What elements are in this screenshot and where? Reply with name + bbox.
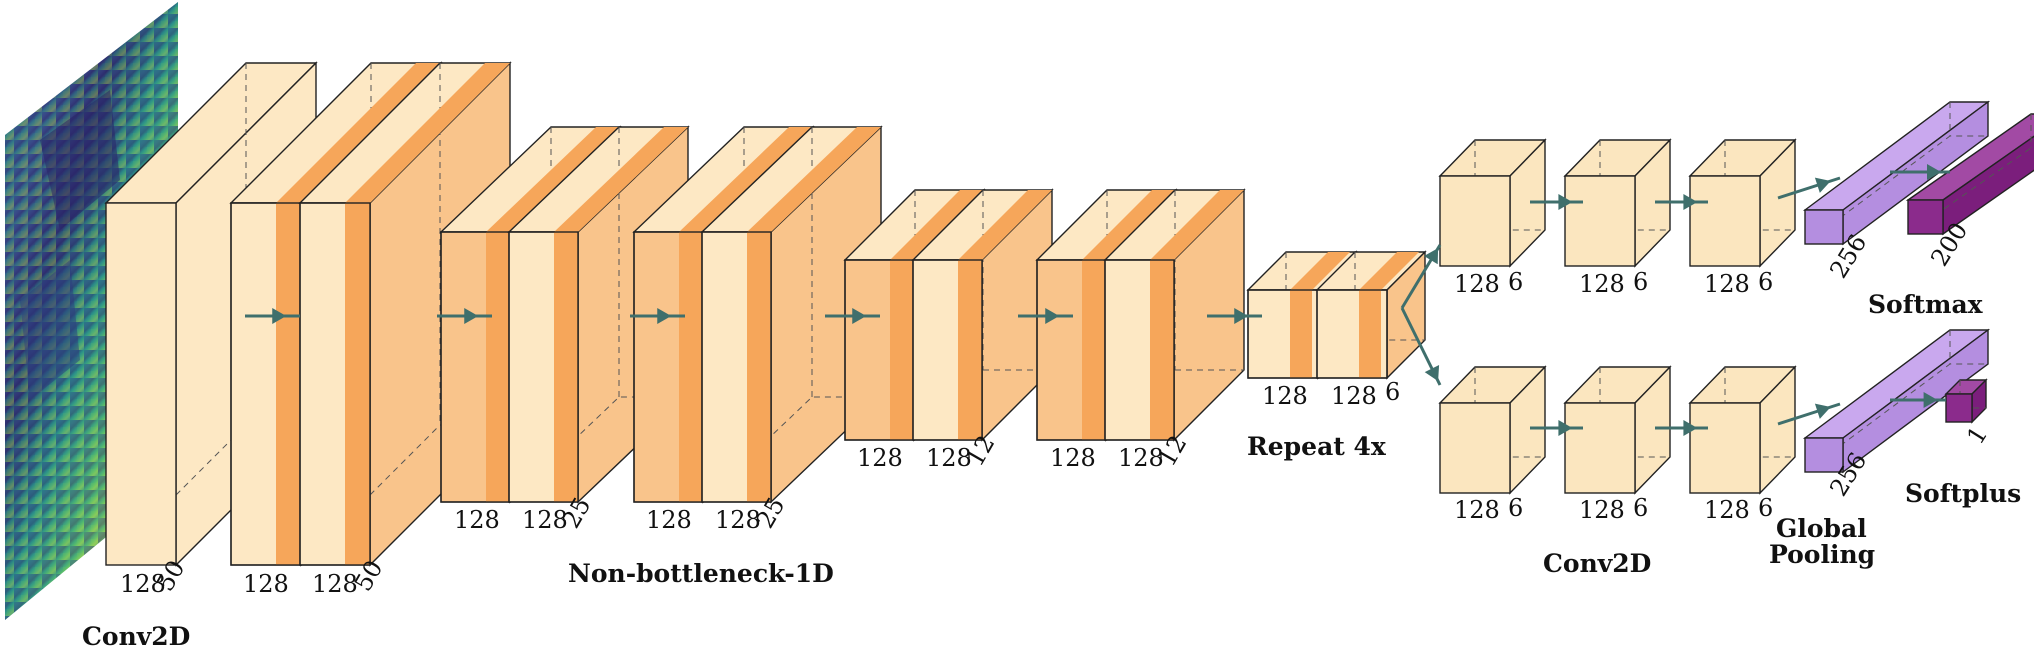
- caption-non-bottleneck-1d: Non-bottleneck-1D: [568, 559, 834, 588]
- dim-bot3-width: 128: [1704, 496, 1750, 524]
- dim-b1-width: 128: [120, 570, 166, 598]
- head-bot-conv-2: [1563, 365, 1672, 495]
- dim-b3-width-b: 128: [522, 506, 568, 534]
- block-nb1d-5b: [911, 188, 1054, 442]
- arrow-split-bot: [1400, 307, 1442, 386]
- arrow-bot-2-3: [1655, 420, 1708, 436]
- dim-b4-width-b: 128: [715, 506, 761, 534]
- dim-top1-depth: 6: [1508, 268, 1523, 296]
- arrow-bot-1-2: [1530, 420, 1583, 436]
- arrow-bot-pool-out: [1890, 392, 1946, 408]
- arrow-top-pool-out: [1890, 164, 1950, 180]
- arrow-b4-b5: [825, 308, 880, 324]
- caption-softplus: Softplus: [1905, 479, 2021, 508]
- block-nb1d-6b: [1103, 188, 1246, 442]
- head-bot-conv-1: [1438, 365, 1547, 495]
- dim-b7-depth: 6: [1385, 378, 1400, 406]
- dim-b6-width-b: 128: [1118, 444, 1164, 472]
- arrow-top-3-pool: [1777, 176, 1841, 200]
- dim-top3-width: 128: [1704, 270, 1750, 298]
- arrow-b1-b2: [245, 308, 300, 324]
- dim-b2-width-a: 128: [243, 570, 289, 598]
- dim-b7-width-b: 128: [1331, 382, 1377, 410]
- caption-global-pooling-line2: Pooling: [1769, 540, 1875, 569]
- arrow-bot-3-pool: [1777, 402, 1841, 426]
- dim-top2-depth: 6: [1633, 268, 1648, 296]
- arrow-b3-b4: [630, 308, 685, 324]
- block-repeat-7b: [1315, 250, 1427, 380]
- caption-global-pooling-line1: Global: [1776, 514, 1867, 543]
- dim-b4-width-a: 128: [646, 506, 692, 534]
- dim-b6-width-a: 128: [1050, 444, 1096, 472]
- arrow-split-top: [1400, 244, 1442, 309]
- head-top-conv-2: [1563, 138, 1672, 268]
- arrows-layer: [245, 164, 1950, 436]
- top-output-bar: [1905, 113, 2034, 236]
- bot-output-cube: [1944, 378, 1988, 424]
- arrow-top-1-2: [1530, 194, 1583, 210]
- dim-bot2-depth: 6: [1633, 494, 1648, 522]
- arrow-b6-b7: [1207, 308, 1262, 324]
- arrow-b2-b3: [437, 308, 492, 324]
- dim-b2-width-b: 128: [312, 570, 358, 598]
- dim-b5-width-a: 128: [857, 444, 903, 472]
- head-top-conv-1: [1438, 138, 1547, 268]
- dim-top2-width: 128: [1579, 270, 1625, 298]
- blocks-layer: [104, 61, 2034, 567]
- head-bot-conv-3: [1688, 365, 1797, 495]
- dim-b5-width-b: 128: [926, 444, 972, 472]
- dim-top1-width: 128: [1454, 270, 1500, 298]
- caption-softmax: Softmax: [1868, 290, 1984, 319]
- dim-bot2-width: 128: [1579, 496, 1625, 524]
- dim-bot-out: 1: [1961, 421, 1993, 449]
- dim-b7-width-a: 128: [1262, 382, 1308, 410]
- dim-top3-depth: 6: [1758, 268, 1773, 296]
- head-top-conv-3: [1688, 138, 1797, 268]
- caption-input-conv2d: Conv2D: [82, 622, 190, 651]
- dim-bot1-width: 128: [1454, 496, 1500, 524]
- arrow-b5-b6: [1018, 308, 1073, 324]
- caption-repeat-4x: Repeat 4x: [1247, 432, 1387, 461]
- arrow-top-2-3: [1655, 194, 1708, 210]
- dim-bot1-depth: 6: [1508, 494, 1523, 522]
- dim-b3-width-a: 128: [454, 506, 500, 534]
- caption-head-conv2d: Conv2D: [1543, 549, 1651, 578]
- dim-bot3-depth: 6: [1758, 494, 1773, 522]
